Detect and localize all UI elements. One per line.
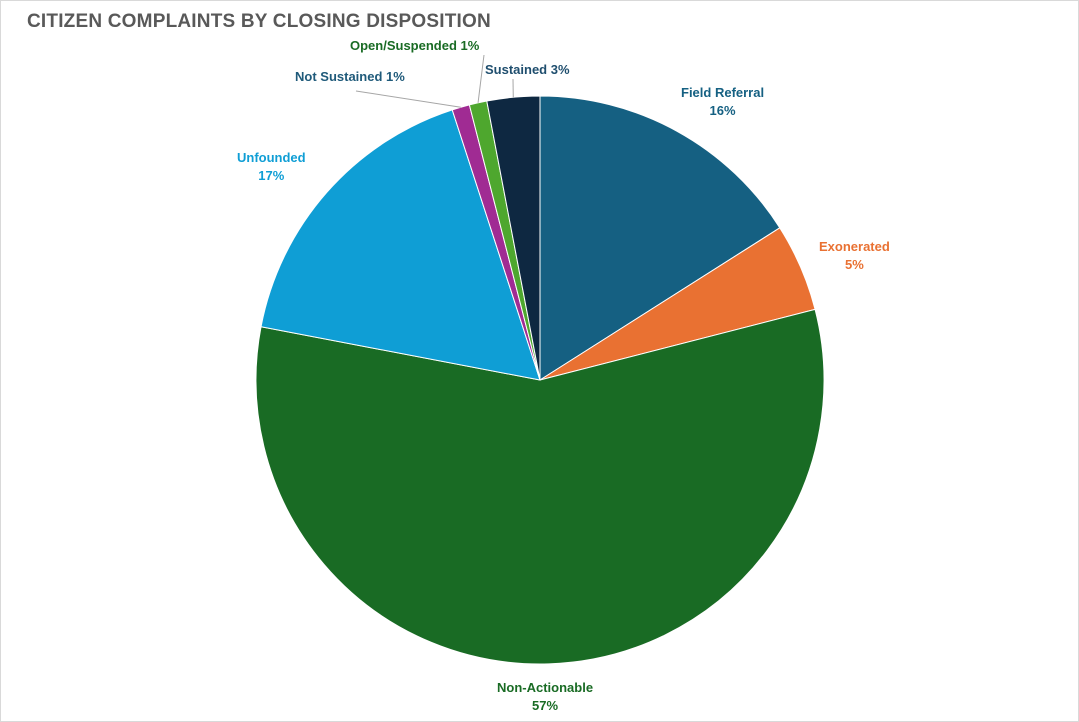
label-open-suspended: Open/Suspended 1% xyxy=(350,38,480,53)
pie-slice-unfounded xyxy=(260,109,541,381)
label-exonerated: Exonerated 5% xyxy=(819,239,890,272)
leader-line xyxy=(355,90,461,108)
label-field-referral: Field Referral 16% xyxy=(681,85,765,118)
label-sustained: Sustained 3% xyxy=(485,62,570,77)
leader-line xyxy=(477,54,485,103)
label-unfounded: Unfounded 17% xyxy=(237,150,306,183)
pie-slice-non-actionable xyxy=(255,308,825,665)
chart-title: CITIZEN COMPLAINTS BY CLOSING DISPOSITIO… xyxy=(27,11,491,32)
label-not-sustained: Not Sustained 1% xyxy=(295,69,405,84)
pie-slice-field-referral xyxy=(539,95,781,381)
label-non-actionable: Non-Actionable 57% xyxy=(497,680,594,713)
